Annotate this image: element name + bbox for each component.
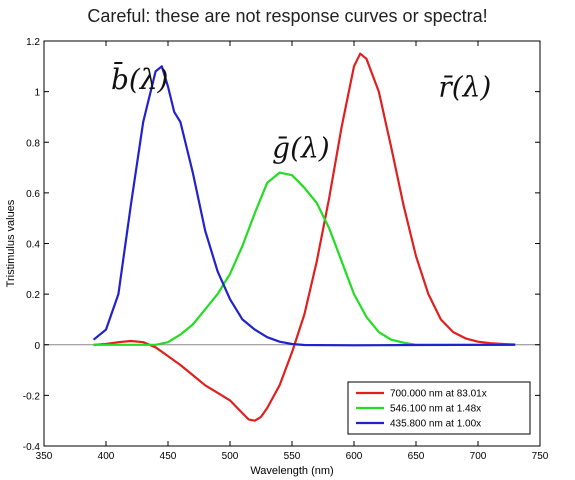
y-tick-label: -0.2 <box>23 391 41 402</box>
curve-label-2: b̄(λ) <box>111 61 169 96</box>
curve-labels: r̄(λ) ḡ(λ) b̄(λ) <box>111 61 491 164</box>
y-tick-label: -0.4 <box>23 442 41 453</box>
series-line-1 <box>93 171 516 346</box>
curve-label-0: r̄(λ) <box>438 71 491 104</box>
y-tick-label: 0.4 <box>26 240 40 251</box>
legend-entry-2: 435.800 nm at 1.00x <box>390 419 481 430</box>
series-line-0 <box>93 52 516 422</box>
curve-label-1: ḡ(λ) <box>272 131 330 164</box>
x-tick-label: 450 <box>160 451 177 462</box>
series-lines <box>92 52 516 422</box>
y-axis-label: Tristimulus values <box>5 199 17 287</box>
x-tick-label: 500 <box>222 451 239 462</box>
y-tick-label: 1 <box>34 88 40 99</box>
y-tick-label: 0 <box>34 341 40 352</box>
x-tick-label: 350 <box>36 451 53 462</box>
legend-entry-0: 700.000 nm at 83.01x <box>390 389 487 400</box>
series-line-2 <box>92 65 516 347</box>
x-tick-label: 400 <box>98 451 115 462</box>
chart-title: Careful: these are not response curves o… <box>87 6 488 26</box>
y-tick-label: 0.2 <box>26 290 40 301</box>
x-tick-label: 750 <box>532 451 549 462</box>
axes: 350 400 450 500 550 600 650 700 750 -0.4 -0.2 0 0.2 0… <box>23 37 549 462</box>
x-tick-label: 600 <box>346 451 363 462</box>
x-axis-label: Wavelength (nm) <box>250 465 333 477</box>
x-tick-label: 550 <box>284 451 301 462</box>
y-tick-label: 0.8 <box>26 138 40 149</box>
y-tick-label: 1.2 <box>26 37 40 48</box>
x-tick-label: 700 <box>470 451 487 462</box>
y-tick-label: 0.6 <box>26 189 40 200</box>
x-tick-label: 650 <box>408 451 425 462</box>
legend: 700.000 nm at 83.01x 546.100 nm at 1.48x 4… <box>347 381 531 435</box>
legend-entry-1: 546.100 nm at 1.48x <box>390 404 481 415</box>
